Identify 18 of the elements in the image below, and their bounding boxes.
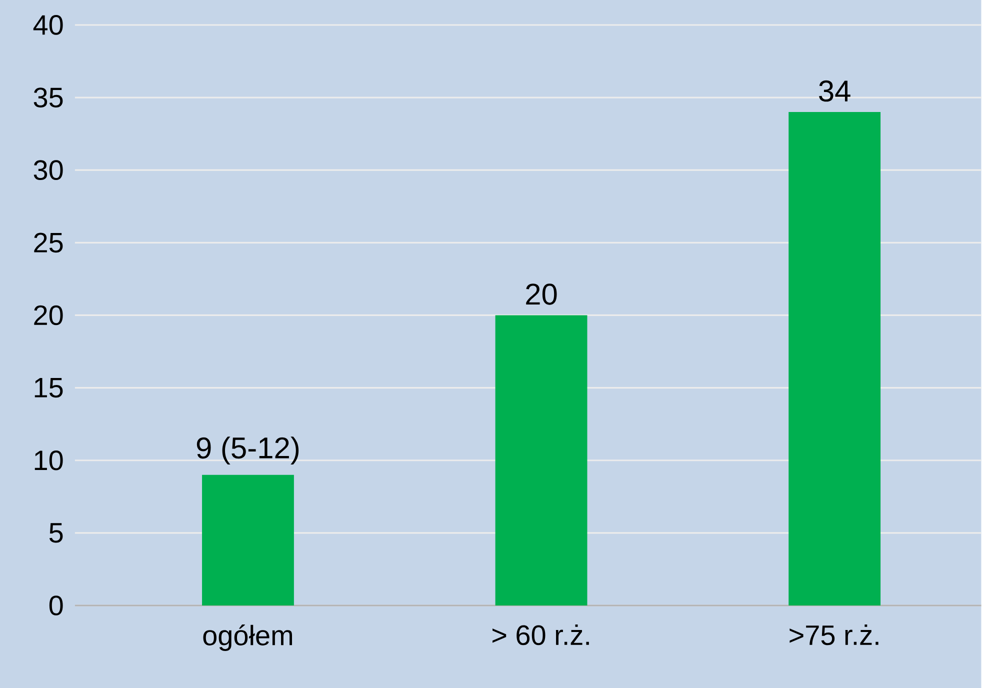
y-tick-label: 10	[34, 450, 63, 470]
data-label: 20	[526, 283, 557, 305]
y-tick-label: 30	[34, 160, 63, 180]
bar	[202, 474, 294, 606]
y-tick-label: 40	[33, 14, 63, 35]
y-tick-label: 5	[49, 522, 63, 542]
y-tick-label: 15	[34, 378, 63, 398]
x-tick-label: ogółem	[203, 624, 292, 651]
data-label: 9 (5-12)	[196, 436, 299, 464]
y-tick-label: 35	[34, 87, 63, 108]
y-tick-label: 20	[34, 305, 63, 325]
x-tick-label: >75 r.ż.	[790, 624, 878, 645]
y-tick-label: 25	[34, 232, 63, 252]
bar	[495, 315, 588, 606]
data-label: 34	[819, 80, 850, 102]
bar	[788, 112, 881, 606]
y-tick-label: 0	[49, 595, 63, 616]
x-tick-label: > 60 r.ż.	[492, 624, 589, 645]
